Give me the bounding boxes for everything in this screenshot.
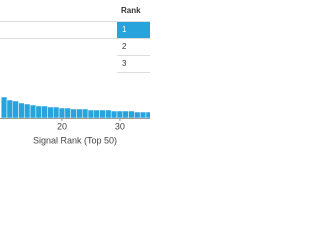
bar [58,107,66,119]
table-cell: 3 [122,59,127,68]
bar [81,108,89,119]
bar [110,110,118,119]
table-lines [0,21,150,73]
bar [145,111,150,119]
bar [0,96,8,119]
bar [53,106,60,119]
bar [18,102,25,119]
bar [139,111,147,119]
bar [99,109,106,119]
x-axis-label: Signal Rank (Top 50) [33,135,117,145]
bar [29,104,37,119]
bar [128,110,135,119]
bar [70,108,77,119]
bar [24,103,31,119]
table-header: Rank [121,6,141,15]
chart: Signal Rank (Top 50) 20 30 Rank 1 2 3 [0,6,150,145]
bar [35,105,42,119]
table-cell: 2 [122,42,127,51]
table-cell: 1 [122,25,127,34]
x-tick-label: 20 [57,121,67,131]
bar [47,106,54,119]
bar [87,109,95,119]
row-highlight [117,22,150,38]
bar [64,107,71,119]
bar [134,111,141,119]
bar [122,110,129,119]
bar [93,109,100,119]
bar [12,100,19,119]
bar [116,110,124,119]
bar [76,108,83,119]
x-tick-label: 30 [115,121,125,131]
bar [105,109,112,119]
bar [6,99,13,119]
bar [41,105,48,119]
